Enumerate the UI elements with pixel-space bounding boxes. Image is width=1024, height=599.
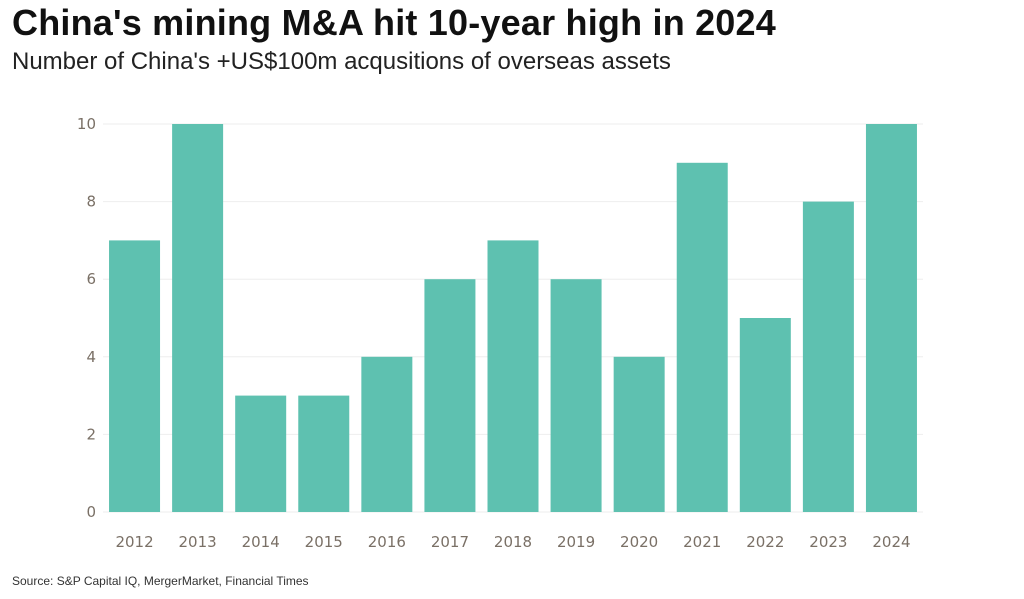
bar-2022 <box>739 318 791 512</box>
x-tick-label-2023: 2023 <box>809 533 847 551</box>
bar-2014 <box>235 395 287 512</box>
y-tick-label: 8 <box>86 193 96 211</box>
x-tick-label-2013: 2013 <box>179 533 217 551</box>
x-tick-label-2014: 2014 <box>242 533 280 551</box>
bar-2017 <box>424 279 476 512</box>
bar-2016 <box>361 356 413 512</box>
bar-2020 <box>613 356 665 512</box>
bar-2013 <box>172 124 224 512</box>
x-axis-ticks: 2012 2013 2014 2015 2016 2017 2018 2019 2020 2021… <box>115 533 910 551</box>
y-axis-ticks: 0 2 4 6 8 10 <box>77 115 96 521</box>
bar-2015 <box>298 395 350 512</box>
x-tick-label-2024: 2024 <box>872 533 910 551</box>
y-tick-label: 4 <box>86 348 96 366</box>
x-tick-label-2012: 2012 <box>115 533 153 551</box>
x-tick-label-2021: 2021 <box>683 533 721 551</box>
bar-2018 <box>487 240 539 512</box>
y-tick-label: 2 <box>86 425 96 443</box>
bar-2023 <box>802 201 854 512</box>
chart-subtitle: Number of China's +US$100m acqusitions o… <box>12 48 671 75</box>
y-tick-label: 10 <box>77 115 96 133</box>
bar-2012 <box>109 240 161 512</box>
bar-2024 <box>865 124 917 512</box>
x-tick-label-2017: 2017 <box>431 533 469 551</box>
x-tick-label-2020: 2020 <box>620 533 658 551</box>
x-tick-label-2018: 2018 <box>494 533 532 551</box>
x-tick-label-2022: 2022 <box>746 533 784 551</box>
bars <box>109 124 917 513</box>
x-tick-label-2015: 2015 <box>305 533 343 551</box>
source-note: Source: S&P Capital IQ, MergerMarket, Fi… <box>12 574 309 588</box>
bar-2021 <box>676 162 728 513</box>
chart-title: China's mining M&A hit 10-year high in 2… <box>12 2 776 43</box>
y-tick-label: 6 <box>86 270 96 288</box>
y-tick-label: 0 <box>86 503 96 521</box>
x-tick-label-2016: 2016 <box>368 533 406 551</box>
x-tick-label-2019: 2019 <box>557 533 595 551</box>
bar-2019 <box>550 279 602 512</box>
